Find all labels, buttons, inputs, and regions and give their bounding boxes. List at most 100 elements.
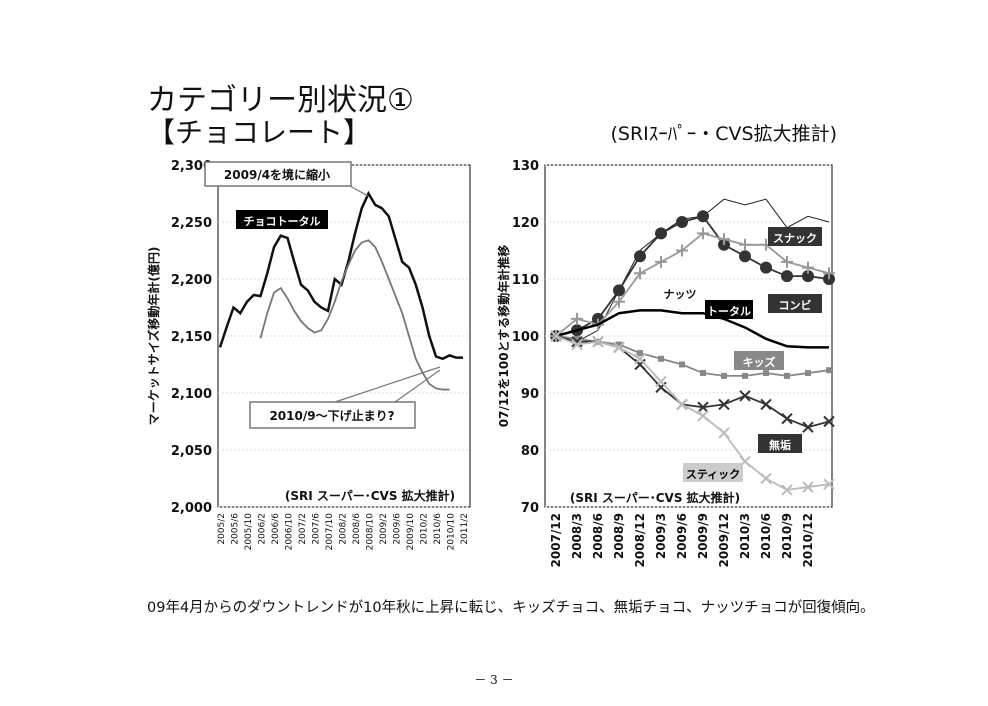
marker [823, 415, 835, 428]
x-tick-label: 2010/6 [759, 513, 773, 559]
callout-box [204, 161, 352, 187]
legend-box [236, 210, 328, 229]
source: (SRIｽｰﾊﾟｰ・CVS拡大推計) [610, 123, 837, 145]
legend-label: スティック [686, 468, 740, 481]
y-tick-label: 130 [512, 159, 539, 174]
legend-box [683, 463, 743, 482]
annotation: (SRI スーパー･CVS 拡大推計) [285, 488, 455, 503]
marker [823, 267, 835, 280]
marker [655, 375, 667, 388]
x-tick-label: 2006/10 [285, 513, 295, 551]
x-tick-label: 2010/12 [801, 513, 815, 567]
marker [718, 398, 730, 411]
y-tick-label: 90 [521, 387, 539, 402]
x-tick-label: 2009/2 [379, 513, 389, 545]
x-tick-label: 2010/2 [420, 513, 430, 545]
legend-label: トータル [707, 305, 751, 318]
marker [616, 341, 622, 348]
marker [574, 335, 580, 342]
legend-box [734, 351, 784, 370]
x-tick-label: 2009/10 [406, 513, 416, 551]
x-tick-label: 2006/6 [271, 513, 281, 545]
marker [571, 312, 583, 325]
y-tick-label: 2,000 [171, 501, 212, 516]
legend-box [758, 434, 802, 453]
y-tick-label: 2,200 [171, 273, 212, 288]
series-line [555, 232, 830, 337]
x-tick-label: 2010/3 [738, 513, 752, 559]
marker [634, 267, 646, 280]
y-tick-label: 100 [512, 330, 539, 345]
legend-box [705, 300, 753, 319]
x-tick-label: 2007/10 [325, 513, 335, 551]
y-tick-label: 2,250 [171, 216, 212, 231]
marker [742, 372, 748, 379]
marker [676, 216, 688, 228]
marker [781, 412, 793, 425]
marker [802, 421, 814, 433]
marker [781, 270, 793, 283]
legend-label: コンビ [779, 298, 812, 312]
legend-box [768, 294, 822, 313]
series-line [555, 309, 829, 349]
x-tick-label: 2010/10 [447, 513, 457, 551]
x-tick-label: 2006/2 [258, 513, 268, 545]
x-tick-label: 2005/2 [217, 513, 227, 545]
marker [637, 350, 643, 357]
marker [571, 335, 583, 348]
annotation: (SRI スーパー･CVS 拡大推計) [570, 490, 740, 505]
y-tick-label: 110 [512, 273, 539, 288]
annotation: 2010/9～下げ止まり? [269, 408, 394, 423]
x-tick-label: 2008/12 [633, 513, 647, 567]
marker [739, 250, 751, 263]
marker [658, 355, 664, 362]
callout-pointer [334, 366, 441, 403]
marker [760, 472, 772, 485]
y-axis-label: マーケットサイズ移動年計(億円) [146, 247, 161, 426]
x-tick-label: 2009/3 [654, 513, 668, 559]
marker [634, 250, 646, 263]
marker [802, 261, 814, 274]
y-tick-label: 80 [521, 444, 539, 459]
y-axis-label: 07/12を100とする移動年計推移 [496, 245, 511, 427]
marker [697, 410, 709, 422]
marker [697, 401, 709, 413]
page-subtitle: 【チョコレート】 [147, 116, 371, 149]
marker [805, 370, 811, 377]
marker [802, 481, 814, 493]
x-tick-label: 2009/6 [675, 513, 689, 559]
marker [613, 295, 625, 308]
x-tick-label: 2008/6 [591, 513, 605, 559]
legend-label: ナッツ [664, 288, 697, 301]
callout-box [249, 401, 416, 429]
marker [613, 284, 625, 297]
marker [655, 255, 667, 268]
x-tick-label: 2008/2 [339, 513, 349, 545]
x-tick-label: 2008/6 [352, 513, 362, 545]
x-tick-label: 2005/10 [244, 513, 254, 551]
marker [718, 233, 730, 246]
marker [763, 370, 769, 377]
caption: 09年4月からのダウントレンドが10年秋に上昇に転じ、キッズチョコ、無垢チョコ、… [147, 599, 875, 616]
legend-label: キッズ [743, 355, 776, 369]
page-number: － 3 － [474, 673, 513, 687]
legend-box [768, 227, 822, 246]
marker [679, 361, 685, 368]
annotation: 2009/4を境に縮小 [224, 167, 330, 182]
x-tick-label: 2008/10 [366, 513, 376, 551]
marker [781, 255, 793, 268]
marker [592, 335, 604, 348]
y-tick-label: 2,050 [171, 444, 212, 459]
x-tick-label: 2009/6 [393, 513, 403, 545]
marker [802, 270, 814, 283]
marker [760, 398, 772, 411]
x-tick-label: 2008/9 [612, 513, 626, 559]
x-tick-label: 2009/9 [696, 513, 710, 559]
x-tick-label: 2007/6 [312, 513, 322, 545]
x-tick-label: 2007/12 [549, 513, 563, 567]
marker [826, 367, 832, 374]
marker [823, 478, 835, 490]
marker [721, 372, 727, 379]
marker [760, 261, 772, 274]
page-title: カテゴリー別状況① [147, 83, 414, 118]
